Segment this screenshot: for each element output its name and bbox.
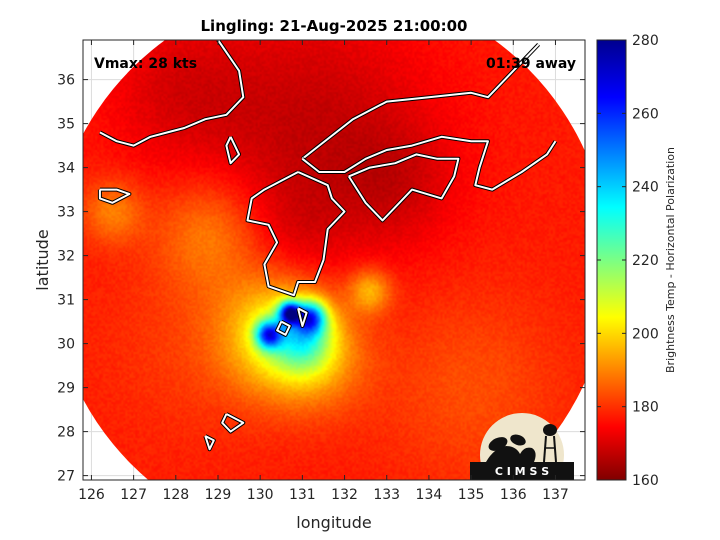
coastline [297,307,308,327]
coastline [301,135,557,191]
vmax-annotation: Vmax: 28 kts [94,56,197,72]
y-axis-label: latitude [33,229,52,290]
y-tick-label: 30 [57,337,75,353]
coastline [246,171,346,297]
x-tick-label: 132 [331,487,358,503]
x-tick-label: 136 [500,487,527,503]
x-tick-label: 127 [120,487,147,503]
x-tick-label: 126 [78,487,105,503]
y-tick-label: 27 [57,469,75,485]
colorbar-tick-label: 240 [632,180,659,196]
x-tick-label: 133 [373,487,400,503]
colorbar-tick-label: 280 [632,33,659,49]
coastline [99,40,245,147]
y-tick-label: 29 [57,381,75,397]
x-tick-label: 128 [162,487,189,503]
y-tick-label: 35 [57,117,75,133]
y-axis-ticks: 27 28 29 30 31 32 33 34 35 36 [57,73,585,485]
time-away-annotation: 01:39 away [486,56,576,72]
x-tick-label: 134 [416,487,443,503]
colorbar-ticks: 160 180 200 220 240 260 280 [597,33,659,489]
y-tick-label: 28 [57,425,75,441]
x-tick-label: 131 [289,487,316,503]
y-tick-label: 33 [57,205,75,221]
cimss-logo: C I M S S [470,413,574,480]
colorbar-tick-label: 220 [632,253,659,269]
y-tick-label: 36 [57,73,75,89]
colorbar-tick-label: 160 [632,473,659,489]
brightness-temp-field [83,40,585,480]
coastline [221,413,245,433]
colorbar-tick-label: 180 [632,400,659,416]
coastlines [97,40,558,452]
axes-frame [82,39,586,481]
coastline [225,136,241,165]
colorbar-tick-label: 200 [632,326,659,342]
chart-title: Lingling: 21-Aug-2025 21:00:00 [201,17,468,35]
x-tick-label: 137 [542,487,569,503]
x-tick-label: 130 [247,487,274,503]
logo-text: C I M S S [495,465,549,478]
x-axis-ticks: 126 127 128 129 130 131 132 133 134 135 136 137 [78,40,569,503]
x-tick-label: 135 [458,487,485,503]
y-tick-label: 32 [57,249,75,265]
coastline [98,188,131,204]
coastline [204,435,215,451]
x-tick-label: 129 [205,487,232,503]
coastline [301,43,540,160]
x-axis-label: longitude [296,513,371,532]
coastline [347,153,460,222]
coastline [276,320,291,336]
colorbar-tick-label: 260 [632,106,659,122]
brightness-temp-swath [83,40,585,480]
colorbar-label: Brightness Temp - Horizontal Polarizatio… [664,147,677,373]
colorbar [596,39,627,481]
y-tick-label: 34 [57,161,75,177]
y-tick-label: 31 [57,293,75,309]
